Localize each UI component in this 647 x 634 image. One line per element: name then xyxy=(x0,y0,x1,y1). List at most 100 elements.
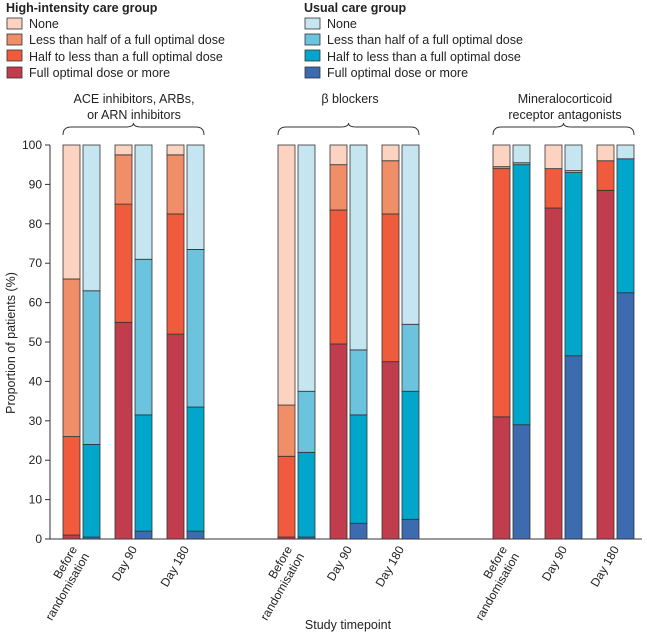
bar-segment xyxy=(512,144,531,164)
bar-segment xyxy=(616,144,635,160)
legend-high-item: Half to less than a full optimal dose xyxy=(6,49,223,64)
bar-segment xyxy=(544,168,563,209)
bar-segment xyxy=(186,144,205,250)
bar-segment xyxy=(381,213,400,363)
bar-segment xyxy=(134,258,153,416)
bar-segment xyxy=(512,424,531,540)
bar-segment xyxy=(596,144,615,162)
bar-segment xyxy=(596,189,615,540)
x-tick-label-line: Day 180 xyxy=(373,543,408,589)
y-tick-label: 60 xyxy=(29,296,43,310)
group-label-mra: Mineralocorticoid xyxy=(518,92,613,106)
bar-segment xyxy=(401,323,420,392)
legend-usual: Usual care group None Less than half of … xyxy=(304,1,523,80)
bar-segment xyxy=(134,144,153,260)
y-tick-label: 0 xyxy=(35,532,42,546)
x-tick-label-line: Day 90 xyxy=(539,543,570,583)
x-tick-label: Beforerandomisation xyxy=(460,543,522,623)
y-tick-label: 10 xyxy=(29,493,43,507)
bar-segment xyxy=(277,455,296,538)
bar-segment xyxy=(329,209,348,345)
x-tick-label: Day 180 xyxy=(158,543,193,589)
legend-high-swatch xyxy=(6,17,23,30)
legend-usual-item: Less than half of a full optimal dose xyxy=(304,33,523,47)
legend-high-item: None xyxy=(6,17,59,31)
x-tick-label: Beforerandomisation xyxy=(30,543,92,623)
x-axis-title: Study timepoint xyxy=(305,618,392,632)
bar-segment xyxy=(297,390,316,453)
bar-segment xyxy=(616,158,635,294)
y-tick-label: 100 xyxy=(22,138,42,152)
y-tick-label: 80 xyxy=(29,217,43,231)
legend-high: High-intensity care group None Less than… xyxy=(6,1,225,80)
bar-segment xyxy=(166,333,185,540)
bar-segment xyxy=(564,355,583,540)
bar-segment xyxy=(544,207,563,540)
y-tick-label: 20 xyxy=(29,453,43,467)
group-label-ace: or ARN inhibitors xyxy=(87,108,181,122)
legend-high-swatch xyxy=(6,33,23,46)
bar-segment xyxy=(114,144,133,156)
legend-high-label: Half to less than a full optimal dose xyxy=(29,50,223,64)
bar-segment xyxy=(596,160,615,191)
bar-segment xyxy=(544,144,563,170)
bar-segment xyxy=(82,144,101,292)
bar-segment xyxy=(62,436,81,536)
bar-segment xyxy=(297,451,316,538)
y-tick-label: 50 xyxy=(29,335,43,349)
bar-segment xyxy=(401,144,420,325)
group-brace xyxy=(277,122,420,136)
x-tick-label: Day 180 xyxy=(588,543,623,589)
bar-segment xyxy=(616,292,635,540)
bar-segment xyxy=(349,522,368,540)
group-label-mra: receptor antagonists xyxy=(508,108,621,122)
y-tick-label: 70 xyxy=(29,256,43,270)
bar-segment xyxy=(166,213,185,335)
bar-segment xyxy=(381,160,400,215)
group-brace xyxy=(492,122,635,136)
bar-segment xyxy=(62,534,81,540)
legend-usual-swatch xyxy=(304,66,321,79)
y-axis-title: Proportion of patients (%) xyxy=(4,272,18,414)
bar-segment xyxy=(381,144,400,162)
group-label-ace: ACE inhibitors, ARBs, xyxy=(74,92,195,106)
group-brace xyxy=(62,122,205,136)
x-tick-label-line: Day 180 xyxy=(588,543,623,589)
legend-high-label: Less than half of a full optimal dose xyxy=(29,33,225,47)
bar-segment xyxy=(186,249,205,408)
bar-segment xyxy=(492,144,511,168)
bar-segment xyxy=(401,518,420,540)
legend-usual-item: None xyxy=(304,17,357,31)
bar-segment xyxy=(186,530,205,540)
bar-segment xyxy=(349,349,368,416)
legend-high-item: Less than half of a full optimal dose xyxy=(6,33,225,47)
bar-segment xyxy=(564,172,583,357)
bar-segment xyxy=(114,154,133,205)
x-tick-label: Day 90 xyxy=(539,543,570,583)
bar-segment xyxy=(82,444,101,538)
bar-segment xyxy=(134,414,153,532)
bar-segment xyxy=(349,414,368,524)
bar-segment xyxy=(166,144,185,156)
bar-segment xyxy=(401,390,420,520)
bar-segment xyxy=(512,164,531,426)
x-tick-label: Day 90 xyxy=(109,543,140,583)
bar-segment xyxy=(564,144,583,172)
bar-segment xyxy=(62,144,81,280)
legend-usual-label: Full optimal dose or more xyxy=(327,66,468,80)
bar-segment xyxy=(186,406,205,532)
legend-usual-label: None xyxy=(327,17,357,31)
x-tick-label: Beforerandomisation xyxy=(245,543,307,623)
x-tick-label-line: Day 180 xyxy=(158,543,193,589)
y-tick-label: 90 xyxy=(29,177,43,191)
x-tick-label-line: Day 90 xyxy=(324,543,355,583)
bar-segment xyxy=(492,416,511,540)
legend-high-label: Full optimal dose or more xyxy=(29,66,170,80)
legend-usual-item: Half to less than a full optimal dose xyxy=(304,49,521,64)
legend-high-swatch xyxy=(6,49,23,62)
legend-usual-label: Half to less than a full optimal dose xyxy=(327,50,521,64)
legend-high-swatch xyxy=(6,66,23,79)
legend-usual-swatch xyxy=(304,49,321,62)
bar-segment xyxy=(114,321,133,540)
